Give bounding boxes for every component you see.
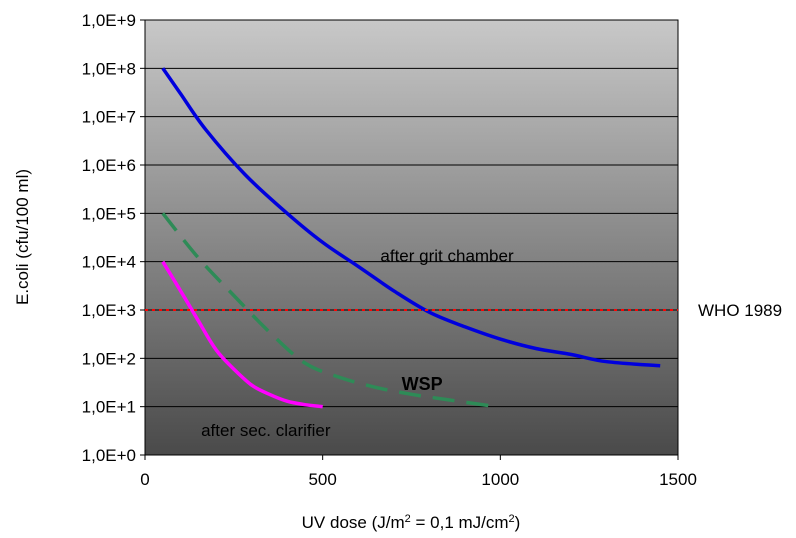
reference-layer: WHO 1989 bbox=[145, 301, 782, 320]
x-tick-label: 500 bbox=[308, 470, 336, 489]
y-tick-label: 1,0E+6 bbox=[82, 156, 136, 175]
x-axis-title: UV dose (J/m2 = 0,1 mJ/cm2) bbox=[302, 513, 521, 532]
y-tick-label: 1,0E+2 bbox=[82, 349, 136, 368]
x-axis-ticks: 0 500 1000 1500 bbox=[140, 455, 697, 489]
y-tick-label: 1,0E+9 bbox=[82, 11, 136, 30]
x-axis-title-part-c: ) bbox=[515, 513, 521, 532]
series-line-after-sec-clarifier bbox=[161, 260, 323, 409]
y-tick-label: 1,0E+4 bbox=[82, 253, 136, 272]
y-tick-label: 1,0E+7 bbox=[82, 108, 136, 127]
x-axis-title-sup-1: 2 bbox=[405, 513, 411, 525]
annotation-after-sec-clarifier: after sec. clarifier bbox=[201, 421, 331, 440]
reference-line-label: WHO 1989 bbox=[698, 301, 782, 320]
y-tick-label: 1,0E+5 bbox=[82, 204, 136, 223]
x-axis-title-part-b: = 0,1 mJ/cm bbox=[411, 513, 509, 532]
y-tick-label: 1,0E+0 bbox=[82, 446, 136, 465]
annotation-wsp: WSP bbox=[402, 374, 443, 394]
x-tick-label: 0 bbox=[140, 470, 149, 489]
y-tick-label: 1,0E+8 bbox=[82, 59, 136, 78]
annotation-after-grit-chamber: after grit chamber bbox=[380, 247, 514, 266]
x-axis-title-part-a: UV dose (J/m bbox=[302, 513, 405, 532]
y-axis-title: E.coli (cfu/100 ml) bbox=[13, 169, 32, 305]
x-axis-title-sup-2: 2 bbox=[509, 513, 515, 525]
series-layer bbox=[161, 67, 661, 409]
y-tick-label: 1,0E+3 bbox=[82, 301, 136, 320]
plot-area bbox=[144, 19, 679, 456]
series-line-after-grit-chamber bbox=[161, 67, 661, 368]
x-tick-label: 1500 bbox=[659, 470, 697, 489]
annotations: after grit chamber WSP after sec. clarifie… bbox=[201, 247, 514, 440]
y-axis-ticks: 1,0E+0 1,0E+1 1,0E+2 1,0E+3 1,0E+4 1,0E+5 1,0E… bbox=[82, 11, 145, 465]
x-tick-label: 1000 bbox=[481, 470, 519, 489]
series-line-wsp bbox=[161, 212, 498, 409]
y-tick-label: 1,0E+1 bbox=[82, 398, 136, 417]
